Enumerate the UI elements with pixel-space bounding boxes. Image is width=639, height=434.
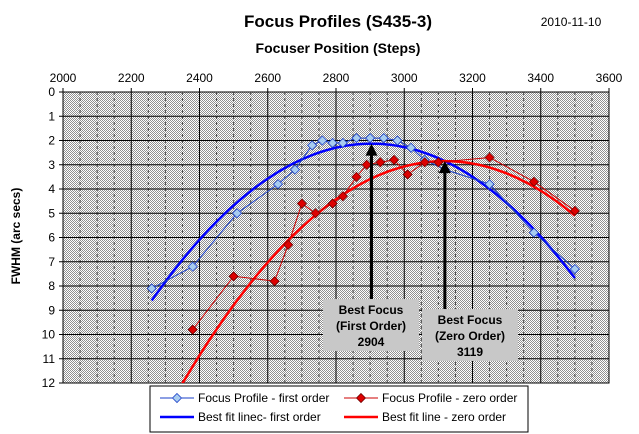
legend-item: Best fit linec- first order <box>160 410 321 424</box>
x-axis-label: Focuser Position (Steps) <box>256 40 421 56</box>
annotation-arrow-head <box>438 161 451 174</box>
annotation-text: 3119 <box>457 345 483 359</box>
data-point-first-order <box>289 164 301 175</box>
y-tick-label: 8 <box>48 279 55 293</box>
annotation-text: Best Focus <box>339 303 404 317</box>
annotation-box <box>323 299 419 351</box>
y-tick-label: 0 <box>48 85 55 99</box>
annotation-text: Best Focus <box>438 313 503 327</box>
data-point-zero-order <box>484 152 495 163</box>
x-tick-label: 3200 <box>459 71 486 85</box>
annotations: Best Focus (First Order) 2904 Best Focus (Ze… <box>323 143 518 361</box>
data-point-zero-order <box>528 176 539 187</box>
legend-label: Focus Profile - zero order <box>382 391 517 405</box>
legend-marker <box>355 392 367 404</box>
annotation-arrow-head <box>365 143 378 156</box>
y-tick-label: 12 <box>42 376 56 390</box>
best-focus-annotation: Best Focus (Zero Order) 3119 <box>422 161 518 361</box>
data-point-zero-order <box>419 157 430 168</box>
data-point-zero-order <box>228 271 239 282</box>
y-tick-label: 9 <box>48 303 55 317</box>
y-axis-label: FWHM (arc secs) <box>9 188 23 285</box>
legend: Focus Profile - first order Focus Profile… <box>149 385 529 433</box>
x-tick-label: 2800 <box>323 71 350 85</box>
x-tick-label: 3400 <box>527 71 554 85</box>
x-tick-label: 3600 <box>596 71 623 85</box>
data-point-zero-order <box>269 276 280 287</box>
y-tick-label: 5 <box>48 206 55 220</box>
data-point-first-order <box>365 133 376 144</box>
y-tick-label: 7 <box>48 255 55 269</box>
y-tick-label: 6 <box>48 231 55 245</box>
data-point-first-order <box>351 133 362 144</box>
data-point-zero-order <box>283 239 294 250</box>
data-point-zero-order <box>187 324 198 335</box>
legend-marker <box>171 392 183 404</box>
annotation-text: (Zero Order) <box>435 329 505 343</box>
x-tick-label: 2200 <box>118 71 145 85</box>
legend-item: Focus Profile - first order <box>160 391 329 405</box>
profile-line-zero-order <box>192 156 576 331</box>
chart-title: Focus Profiles (S435-3) <box>244 12 432 31</box>
data-point-first-order <box>406 142 417 153</box>
annotation-box <box>422 309 518 361</box>
data-point-first-order <box>317 135 328 146</box>
data-point-first-order <box>378 133 389 144</box>
data-point-zero-order <box>351 171 362 182</box>
y-tick-label: 11 <box>43 352 56 366</box>
x-tick-label: 2400 <box>186 71 213 85</box>
data-point-first-order <box>327 137 338 148</box>
legend-label: Best fit line - zero order <box>382 410 506 424</box>
data-point-first-order <box>187 261 198 272</box>
chart-date: 2010-11-10 <box>541 15 602 29</box>
legend-label: Focus Profile - first order <box>198 391 329 405</box>
x-tick-label: 2600 <box>254 71 281 85</box>
data-point-zero-order <box>569 205 580 216</box>
profile-series <box>146 133 580 335</box>
data-point-zero-order <box>310 208 321 219</box>
data-point-zero-order <box>388 154 400 165</box>
data-point-zero-order <box>327 198 338 209</box>
data-point-first-order <box>484 179 495 190</box>
legend-item: Focus Profile - zero order <box>344 391 517 405</box>
data-point-first-order <box>569 263 580 275</box>
annotation-text: 2904 <box>358 335 385 349</box>
data-point-zero-order <box>361 159 372 170</box>
data-point-first-order <box>307 140 318 151</box>
data-point-zero-order <box>375 157 386 168</box>
data-point-zero-order <box>402 169 413 180</box>
y-tick-label: 10 <box>42 328 56 342</box>
data-point-first-order <box>231 208 243 219</box>
y-tick-label: 4 <box>48 182 55 196</box>
x-tick-label: 2000 <box>50 71 77 85</box>
data-point-first-order <box>146 283 157 294</box>
best-focus-annotation: Best Focus (First Order) 2904 <box>323 143 419 351</box>
data-point-first-order <box>392 135 403 146</box>
y-tick-label: 1 <box>48 109 55 123</box>
y-tick-label: 3 <box>48 158 55 172</box>
x-tick-labels: 2000 2200 2400 2600 2800 3000 3200 3400 3600 <box>50 71 623 92</box>
data-point-zero-order <box>337 191 348 202</box>
data-point-zero-order <box>296 198 307 209</box>
data-point-first-order <box>272 179 284 190</box>
annotation-text: (First Order) <box>336 319 406 333</box>
data-point-zero-order <box>433 157 444 168</box>
legend-label: Best fit linec- first order <box>198 410 321 424</box>
y-tick-label: 2 <box>48 134 55 148</box>
data-point-first-order <box>337 137 348 148</box>
x-tick-label: 3000 <box>391 71 418 85</box>
legend-box <box>149 385 529 433</box>
data-point-first-order <box>528 227 539 238</box>
legend-item: Best fit line - zero order <box>344 410 506 424</box>
